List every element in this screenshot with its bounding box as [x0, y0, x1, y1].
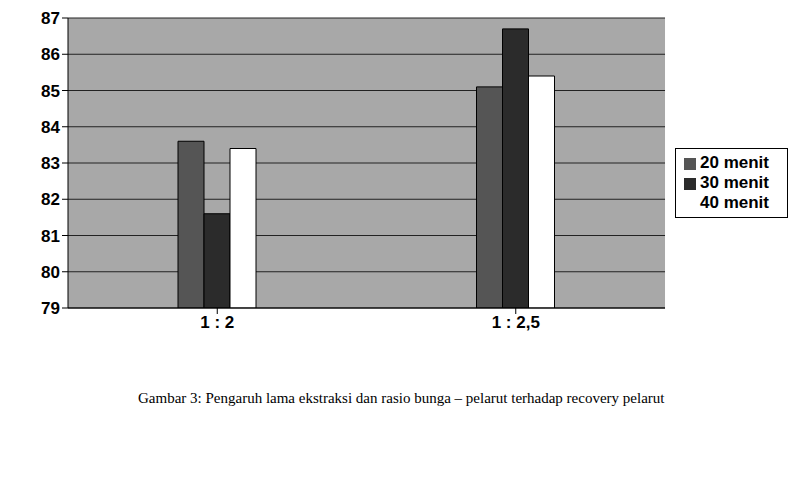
svg-text:82: 82 — [41, 190, 60, 209]
svg-text:79: 79 — [41, 299, 60, 318]
svg-text:84: 84 — [41, 118, 60, 137]
html-text:Gambar 3: Pengaruh lama ekstra: Gambar 3: Pengaruh lama ekstraksi dan ra… — [138, 390, 665, 406]
html-text:30 menit: 30 menit — [700, 173, 769, 192]
svg-text:80: 80 — [41, 263, 60, 282]
svg-text:1 : 2,5: 1 : 2,5 — [492, 313, 540, 332]
svg-text:85: 85 — [41, 82, 60, 101]
svg-text:83: 83 — [41, 154, 60, 173]
html-text:40 menit: 40 menit — [700, 193, 769, 212]
svg-text:87: 87 — [41, 9, 60, 28]
svg-text:86: 86 — [41, 45, 60, 64]
html-text:20 menit: 20 menit — [700, 153, 769, 172]
svg-text:81: 81 — [41, 227, 60, 246]
svg-text:1 : 2: 1 : 2 — [200, 313, 234, 332]
